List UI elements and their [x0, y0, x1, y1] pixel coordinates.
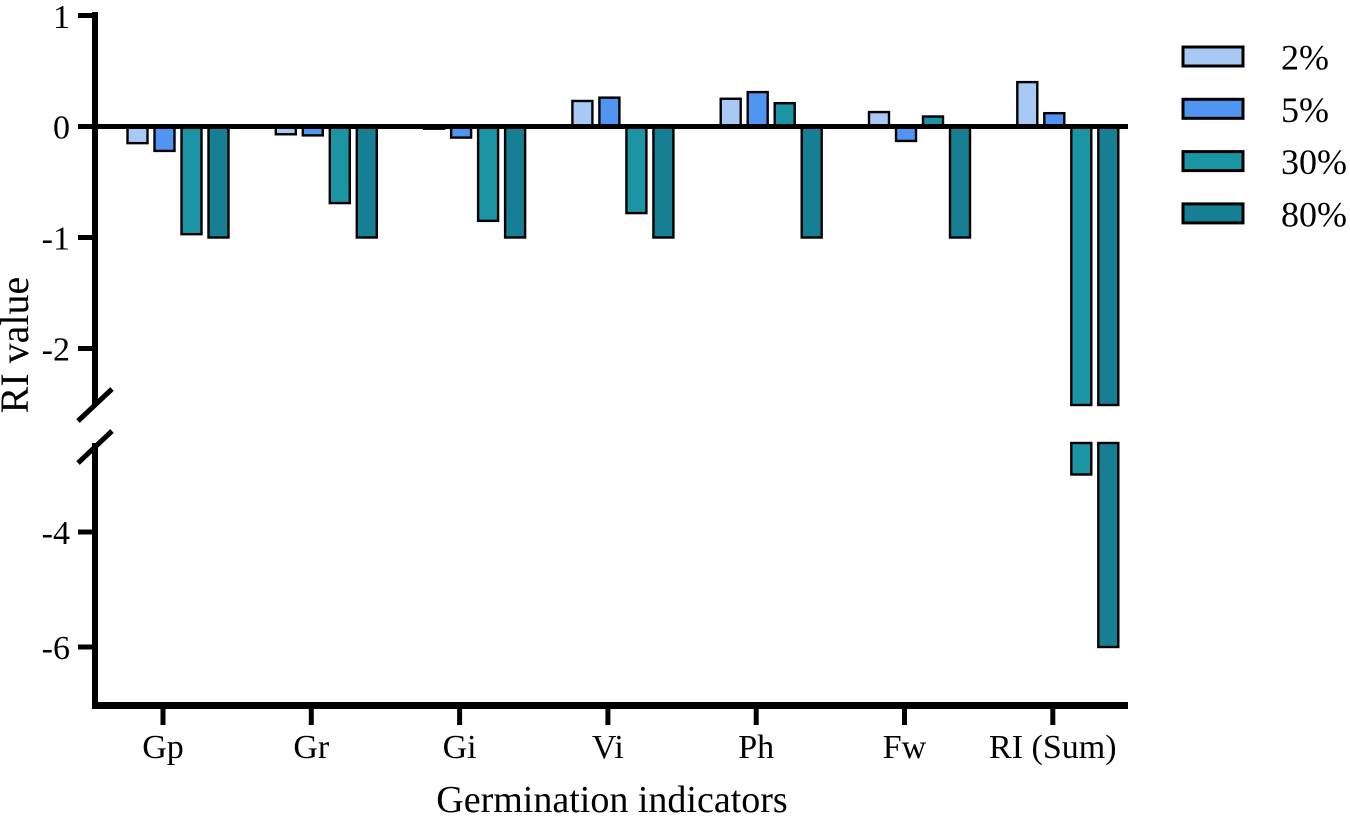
- bar-ri-sum-30: [1070, 125, 1093, 407]
- bar-vi-30: [625, 125, 648, 215]
- bar-fw-80: [948, 125, 972, 239]
- bar-ri-sum-80: [1097, 441, 1120, 649]
- x-category-label-fw: Fw: [883, 729, 927, 766]
- bar-vi-80: [652, 125, 675, 239]
- bar-gp-5: [153, 125, 176, 153]
- legend-label-2: 2%: [1281, 37, 1329, 77]
- y-tick-label-1: -1: [42, 221, 70, 258]
- legend-label-80: 80%: [1281, 194, 1347, 234]
- bar-vi-2: [571, 99, 594, 128]
- legend-swatch-80: [1181, 202, 1245, 225]
- legend-label-5: 5%: [1281, 90, 1329, 130]
- bar-ph-2: [719, 97, 742, 128]
- bar-gp-30: [180, 125, 203, 236]
- bar-gp-80: [207, 125, 230, 239]
- y-tick-label-1: 1: [53, 0, 70, 36]
- legend-swatch-5: [1181, 97, 1245, 120]
- legend-label-30: 30%: [1281, 142, 1347, 182]
- bar-ph-30: [773, 101, 796, 128]
- bar-ph-80: [800, 125, 823, 239]
- bar-gi-80: [503, 125, 527, 239]
- ticks-layer: [78, 13, 1056, 725]
- bar-ri-sum-80: [1097, 125, 1120, 407]
- y-tick-label-6: -6: [42, 630, 70, 667]
- y-tick-label-0: 0: [53, 110, 70, 147]
- x-category-label-gi: Gi: [443, 729, 477, 766]
- y-tick-label-2: -2: [42, 332, 70, 369]
- bars-layer: [126, 80, 1120, 649]
- y-tick-label-4: -4: [42, 515, 70, 552]
- x-axis-title: Germination indicators: [436, 779, 787, 821]
- bar-ph-5: [746, 90, 769, 128]
- x-category-label-ph: Ph: [738, 729, 774, 766]
- bar-ri-sum-30: [1070, 441, 1093, 476]
- bar-vi-5: [598, 96, 621, 128]
- axis-break-slash-lower: [76, 429, 114, 465]
- x-category-label-gp: Gp: [142, 729, 184, 766]
- y-axis-title: RI value: [0, 277, 37, 414]
- bar-ri-sum-2: [1016, 80, 1039, 128]
- bar-gr-30: [328, 125, 351, 205]
- x-category-label-vi: Vi: [592, 729, 624, 766]
- axis-break-slash-upper: [76, 387, 114, 423]
- x-category-label-gr: Gr: [293, 729, 330, 766]
- legend: 2% 5% 30% 80%: [1181, 37, 1347, 234]
- legend-swatch-30: [1181, 150, 1245, 173]
- legend-swatch-2: [1181, 45, 1245, 68]
- x-category-label-ri-sum: RI (Sum): [989, 729, 1117, 766]
- bar-gi-30: [476, 125, 500, 223]
- bar-gr-80: [355, 125, 378, 239]
- labels-layer: 1 0 -1 -2 -4 -6 Gp Gr Gi Vi Ph Fw RI (Sum): [42, 0, 1117, 766]
